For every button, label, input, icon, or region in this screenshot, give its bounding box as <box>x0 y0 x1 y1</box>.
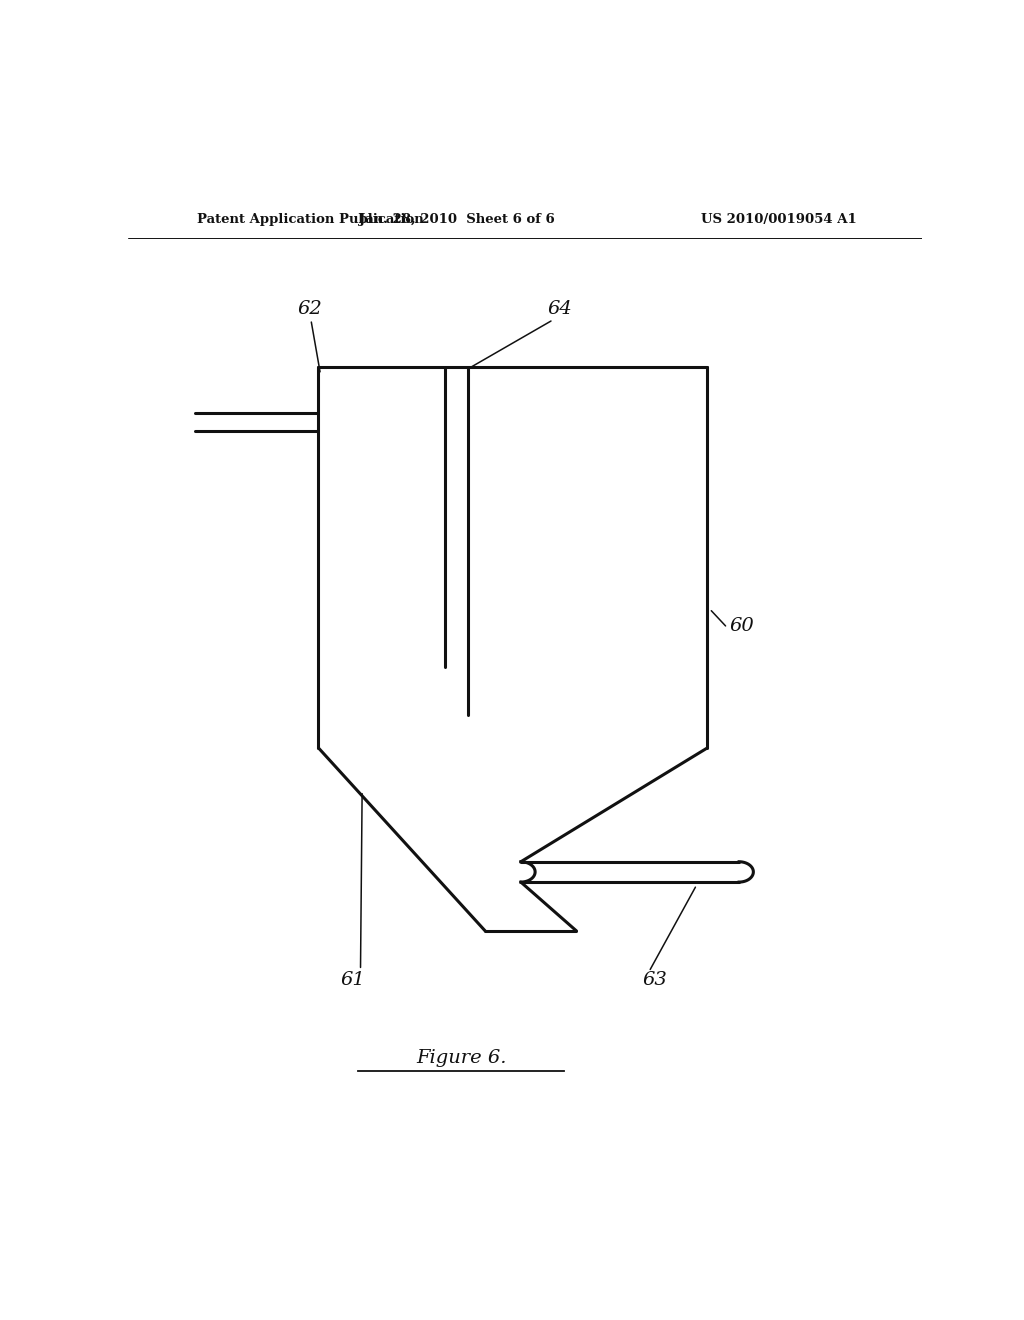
Text: 63: 63 <box>642 970 667 989</box>
Text: 60: 60 <box>729 616 755 635</box>
Text: US 2010/0019054 A1: US 2010/0019054 A1 <box>700 213 857 226</box>
Text: 61: 61 <box>341 970 366 989</box>
Text: 64: 64 <box>547 300 571 318</box>
Text: Figure 6.: Figure 6. <box>416 1049 507 1067</box>
Text: Jan. 28, 2010  Sheet 6 of 6: Jan. 28, 2010 Sheet 6 of 6 <box>359 213 555 226</box>
Text: 62: 62 <box>297 300 322 318</box>
Text: Patent Application Publication: Patent Application Publication <box>197 213 424 226</box>
